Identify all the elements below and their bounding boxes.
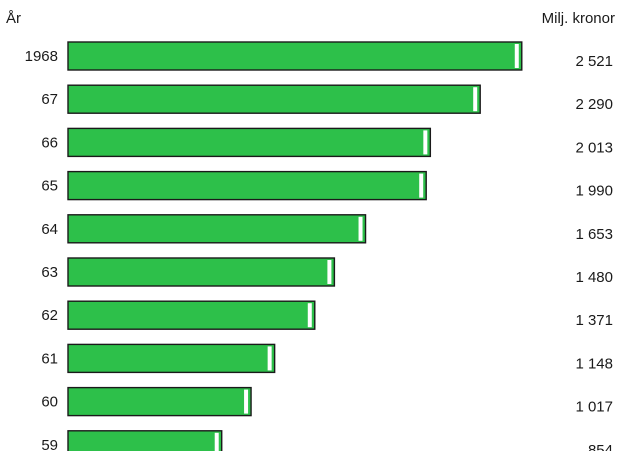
category-label: 67 xyxy=(41,91,58,108)
bar-highlight xyxy=(423,130,428,155)
value-label: 1 371 xyxy=(575,312,613,329)
bar-row: 63 1 480 xyxy=(41,257,613,287)
category-label: 66 xyxy=(41,134,58,151)
bar xyxy=(67,41,523,71)
bar-highlight xyxy=(267,346,272,371)
category-label: 64 xyxy=(41,221,58,238)
bar xyxy=(67,386,252,417)
value-label: 2 521 xyxy=(575,53,613,70)
value-label: 1 480 xyxy=(575,269,613,286)
bar xyxy=(67,170,427,201)
value-label: 2 013 xyxy=(575,139,613,156)
category-label: 60 xyxy=(41,394,58,411)
value-label: 2 290 xyxy=(575,96,613,113)
value-label: 1 990 xyxy=(575,183,613,200)
bar-row: 64 1 653 xyxy=(41,214,613,244)
category-label: 63 xyxy=(41,264,58,281)
bar-highlight xyxy=(358,216,363,241)
bar xyxy=(67,430,223,451)
bar-row: 67 2 290 xyxy=(41,84,613,114)
bar xyxy=(67,343,276,374)
bar xyxy=(67,127,432,158)
bar-highlight xyxy=(419,173,424,198)
bar-highlight xyxy=(514,44,519,68)
category-axis-header: År xyxy=(6,10,21,27)
category-label: 59 xyxy=(41,437,58,451)
value-label: 854 xyxy=(588,442,613,451)
bar-row: 59 854 xyxy=(41,430,613,451)
bar xyxy=(67,300,316,330)
category-label: 65 xyxy=(41,178,58,195)
value-label: 1 653 xyxy=(575,226,613,243)
bar-highlight xyxy=(244,389,249,414)
bar-rows: 1968 2 521 67 2 290 66 2 013 65 1 990 64 1 653 63 1… xyxy=(25,41,613,451)
bar xyxy=(67,84,481,114)
bar-row: 65 1 990 xyxy=(41,170,613,201)
value-label: 1 148 xyxy=(575,355,613,372)
category-label: 1968 xyxy=(25,48,58,65)
bar-row: 61 1 148 xyxy=(41,343,613,374)
value-axis-header: Milj. kronor xyxy=(542,10,615,27)
bar-row: 1968 2 521 xyxy=(25,41,613,71)
bar-row: 62 1 371 xyxy=(41,300,613,330)
value-label: 1 017 xyxy=(575,399,613,416)
bar-highlight xyxy=(327,260,332,284)
bar xyxy=(67,257,336,287)
bar-highlight xyxy=(214,432,219,451)
bar-row: 66 2 013 xyxy=(41,127,613,158)
bar-highlight xyxy=(473,87,478,112)
category-label: 61 xyxy=(41,350,58,367)
bar xyxy=(67,214,367,244)
category-label: 62 xyxy=(41,307,58,324)
bar-highlight xyxy=(307,303,312,328)
bar-row: 60 1 017 xyxy=(41,386,613,417)
